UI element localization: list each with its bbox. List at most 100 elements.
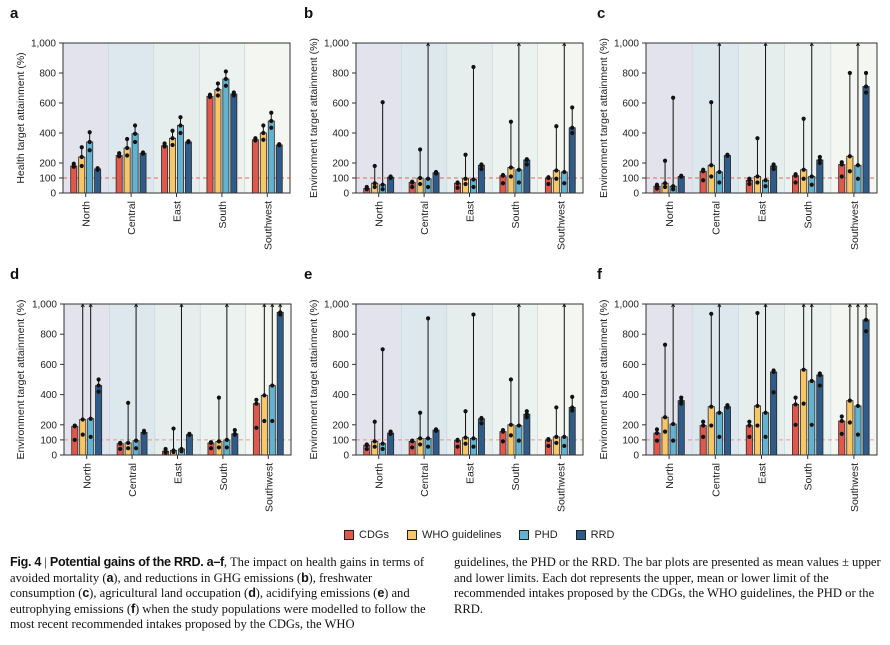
region-band xyxy=(537,43,583,193)
dot-lower xyxy=(747,181,752,187)
dot-lower xyxy=(508,174,514,179)
dot-mean xyxy=(546,175,551,181)
caption-text: , The impact on health gains in terms of… xyxy=(10,555,425,585)
x-tick-label: South xyxy=(803,201,815,229)
dot-mean xyxy=(87,139,92,145)
y-tick-label: 400 xyxy=(39,129,56,140)
dot-lower xyxy=(463,441,468,446)
dot-mean xyxy=(847,154,852,159)
dot-mean xyxy=(410,180,415,185)
dot-lower xyxy=(817,383,822,388)
bar-who-guidelines xyxy=(214,89,222,194)
caption-text: ) when the study populations were modell… xyxy=(10,601,426,632)
dot-lower xyxy=(516,180,521,185)
bar-who-guidelines xyxy=(800,169,808,194)
dot-mean xyxy=(178,123,183,128)
dot-lower xyxy=(163,450,168,455)
dot-upper xyxy=(79,145,84,150)
dot-lower xyxy=(425,184,431,190)
dot-lower xyxy=(72,437,77,442)
y-tick-label: 1,000 xyxy=(614,39,639,50)
region-band xyxy=(492,43,538,193)
dot-upper xyxy=(671,95,676,100)
region-band xyxy=(537,304,583,455)
dot-lower xyxy=(207,94,213,100)
dot-lower xyxy=(372,444,377,449)
x-tick-label: South xyxy=(803,463,815,491)
dot-lower xyxy=(516,438,521,443)
dot-lower xyxy=(508,433,514,438)
legend-swatch-phd xyxy=(519,530,530,540)
y-tick-label: 1,000 xyxy=(614,300,639,311)
dot-lower xyxy=(755,423,760,428)
dot-upper xyxy=(216,395,222,400)
dot-mean xyxy=(269,118,274,124)
region-band xyxy=(244,43,290,193)
dot-lower xyxy=(215,93,221,98)
dot-mean xyxy=(463,176,468,181)
panel-f: f 0 100 200 400 600 800 1,000 Environment target… xyxy=(597,266,878,512)
bar-rrd xyxy=(184,141,192,194)
dot-lower xyxy=(380,187,385,192)
dot-mean xyxy=(80,417,85,422)
dot-mean xyxy=(863,317,869,322)
dot-lower xyxy=(380,446,385,452)
dot-lower xyxy=(388,431,393,436)
dot-mean xyxy=(847,398,852,403)
dot-mean xyxy=(793,173,798,178)
dot-upper xyxy=(863,70,869,76)
y-tick-label: 200 xyxy=(622,420,639,431)
dot-upper xyxy=(125,136,130,142)
dot-mean xyxy=(380,182,385,187)
bar-who-guidelines xyxy=(753,405,761,456)
dot-upper xyxy=(418,410,423,415)
dot-upper xyxy=(709,100,714,105)
bar-rrd xyxy=(723,406,731,456)
dot-mean xyxy=(216,439,222,444)
dot-lower xyxy=(117,154,122,159)
dot-mean xyxy=(570,405,575,410)
bar-cdgs xyxy=(792,404,800,456)
bar-rrd xyxy=(139,152,147,194)
bar-rrd xyxy=(95,385,103,456)
dot-lower xyxy=(261,137,266,142)
bar-who-guidelines xyxy=(707,406,715,456)
y-tick-label: 100 xyxy=(39,174,56,185)
bar-phd xyxy=(762,412,770,456)
dot-mean xyxy=(372,181,377,186)
dot-lower xyxy=(747,434,752,439)
bar-who-guidelines xyxy=(259,132,267,194)
bar-who-guidelines xyxy=(661,416,669,456)
dot-mean xyxy=(809,174,814,179)
bar-rrd xyxy=(568,407,576,456)
dot-mean xyxy=(372,439,377,444)
dot-lower xyxy=(132,139,138,145)
dot-upper xyxy=(801,116,806,121)
caption-text: ), acidifying emissions ( xyxy=(255,586,378,601)
dot-lower xyxy=(479,166,484,172)
dot-mean xyxy=(118,441,123,446)
dot-mean xyxy=(418,175,423,181)
region-band xyxy=(692,43,739,193)
dot-lower xyxy=(71,164,76,169)
dot-mean xyxy=(418,436,423,441)
x-tick-label: Central xyxy=(126,201,138,235)
dot-lower xyxy=(717,180,722,185)
dot-lower xyxy=(855,432,861,437)
y-tick-label: 1,000 xyxy=(32,300,57,311)
dot-mean xyxy=(671,421,676,427)
dot-mean xyxy=(662,181,668,186)
dot-lower xyxy=(208,446,214,451)
y-tick-label: 800 xyxy=(622,330,639,341)
dot-lower xyxy=(554,176,559,181)
dot-lower xyxy=(847,420,852,425)
bar-phd xyxy=(177,125,184,194)
dot-mean xyxy=(817,372,822,378)
x-tick-label: Central xyxy=(710,201,722,235)
dot-mean xyxy=(72,424,77,429)
x-tick-label: South xyxy=(510,201,522,229)
bar-who-guidelines xyxy=(707,164,715,194)
panel-e: e 0 100 200 400 600 800 1,000 Environment target… xyxy=(304,266,584,512)
bar-cdgs xyxy=(838,164,846,194)
bar-phd xyxy=(808,380,816,456)
